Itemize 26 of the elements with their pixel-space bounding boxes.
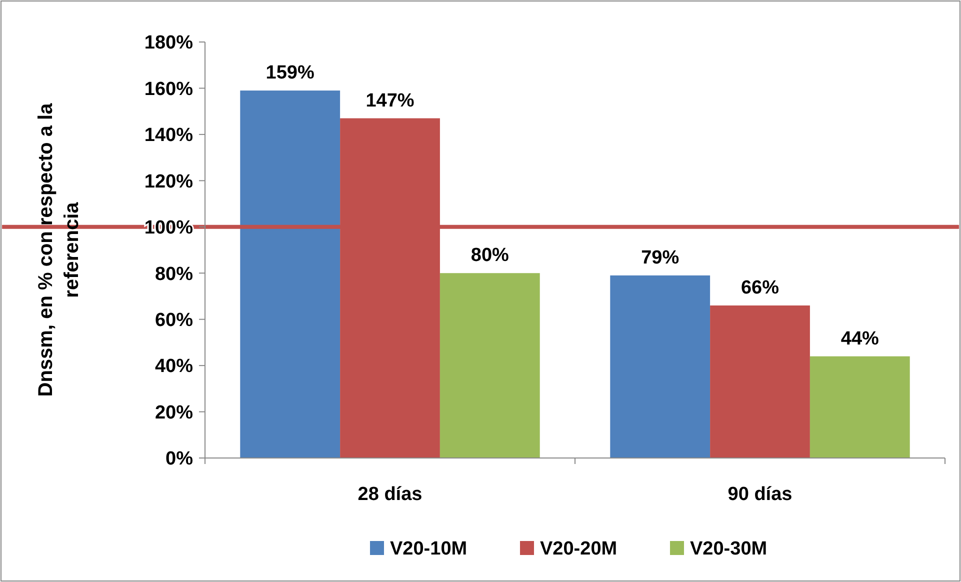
y-tick-label: 20%	[154, 402, 194, 424]
y-tick-label: 0%	[166, 448, 194, 470]
y-tick-label: 180%	[144, 32, 194, 54]
bar	[610, 275, 710, 458]
legend-label: V20-10M	[390, 538, 468, 560]
y-tick-label: 120%	[144, 171, 194, 192]
bar	[240, 90, 340, 458]
y-tick-label: 60%	[154, 310, 194, 331]
y-tick-label: 80%	[154, 264, 194, 285]
bar	[810, 356, 910, 458]
bar	[710, 305, 810, 458]
x-tick-label: 28 días	[358, 484, 422, 505]
legend-label: V20-20M	[540, 538, 618, 560]
y-axis-title: Dnssm, en % con respecto a la referencia	[35, 102, 83, 397]
data-label: 159%	[266, 62, 314, 84]
x-tick-label: 90 días	[728, 484, 792, 505]
data-label: 66%	[740, 277, 780, 298]
data-label: 80%	[470, 245, 510, 266]
y-tick-label: 160%	[144, 78, 194, 100]
data-label: 147%	[366, 90, 414, 112]
data-label: 44%	[840, 328, 880, 350]
bar	[440, 273, 540, 458]
legend-label: V20-30M	[690, 538, 768, 560]
y-tick-label: 140%	[144, 125, 194, 146]
data-label: 79%	[641, 247, 680, 268]
y-tick-label: 40%	[154, 356, 194, 378]
